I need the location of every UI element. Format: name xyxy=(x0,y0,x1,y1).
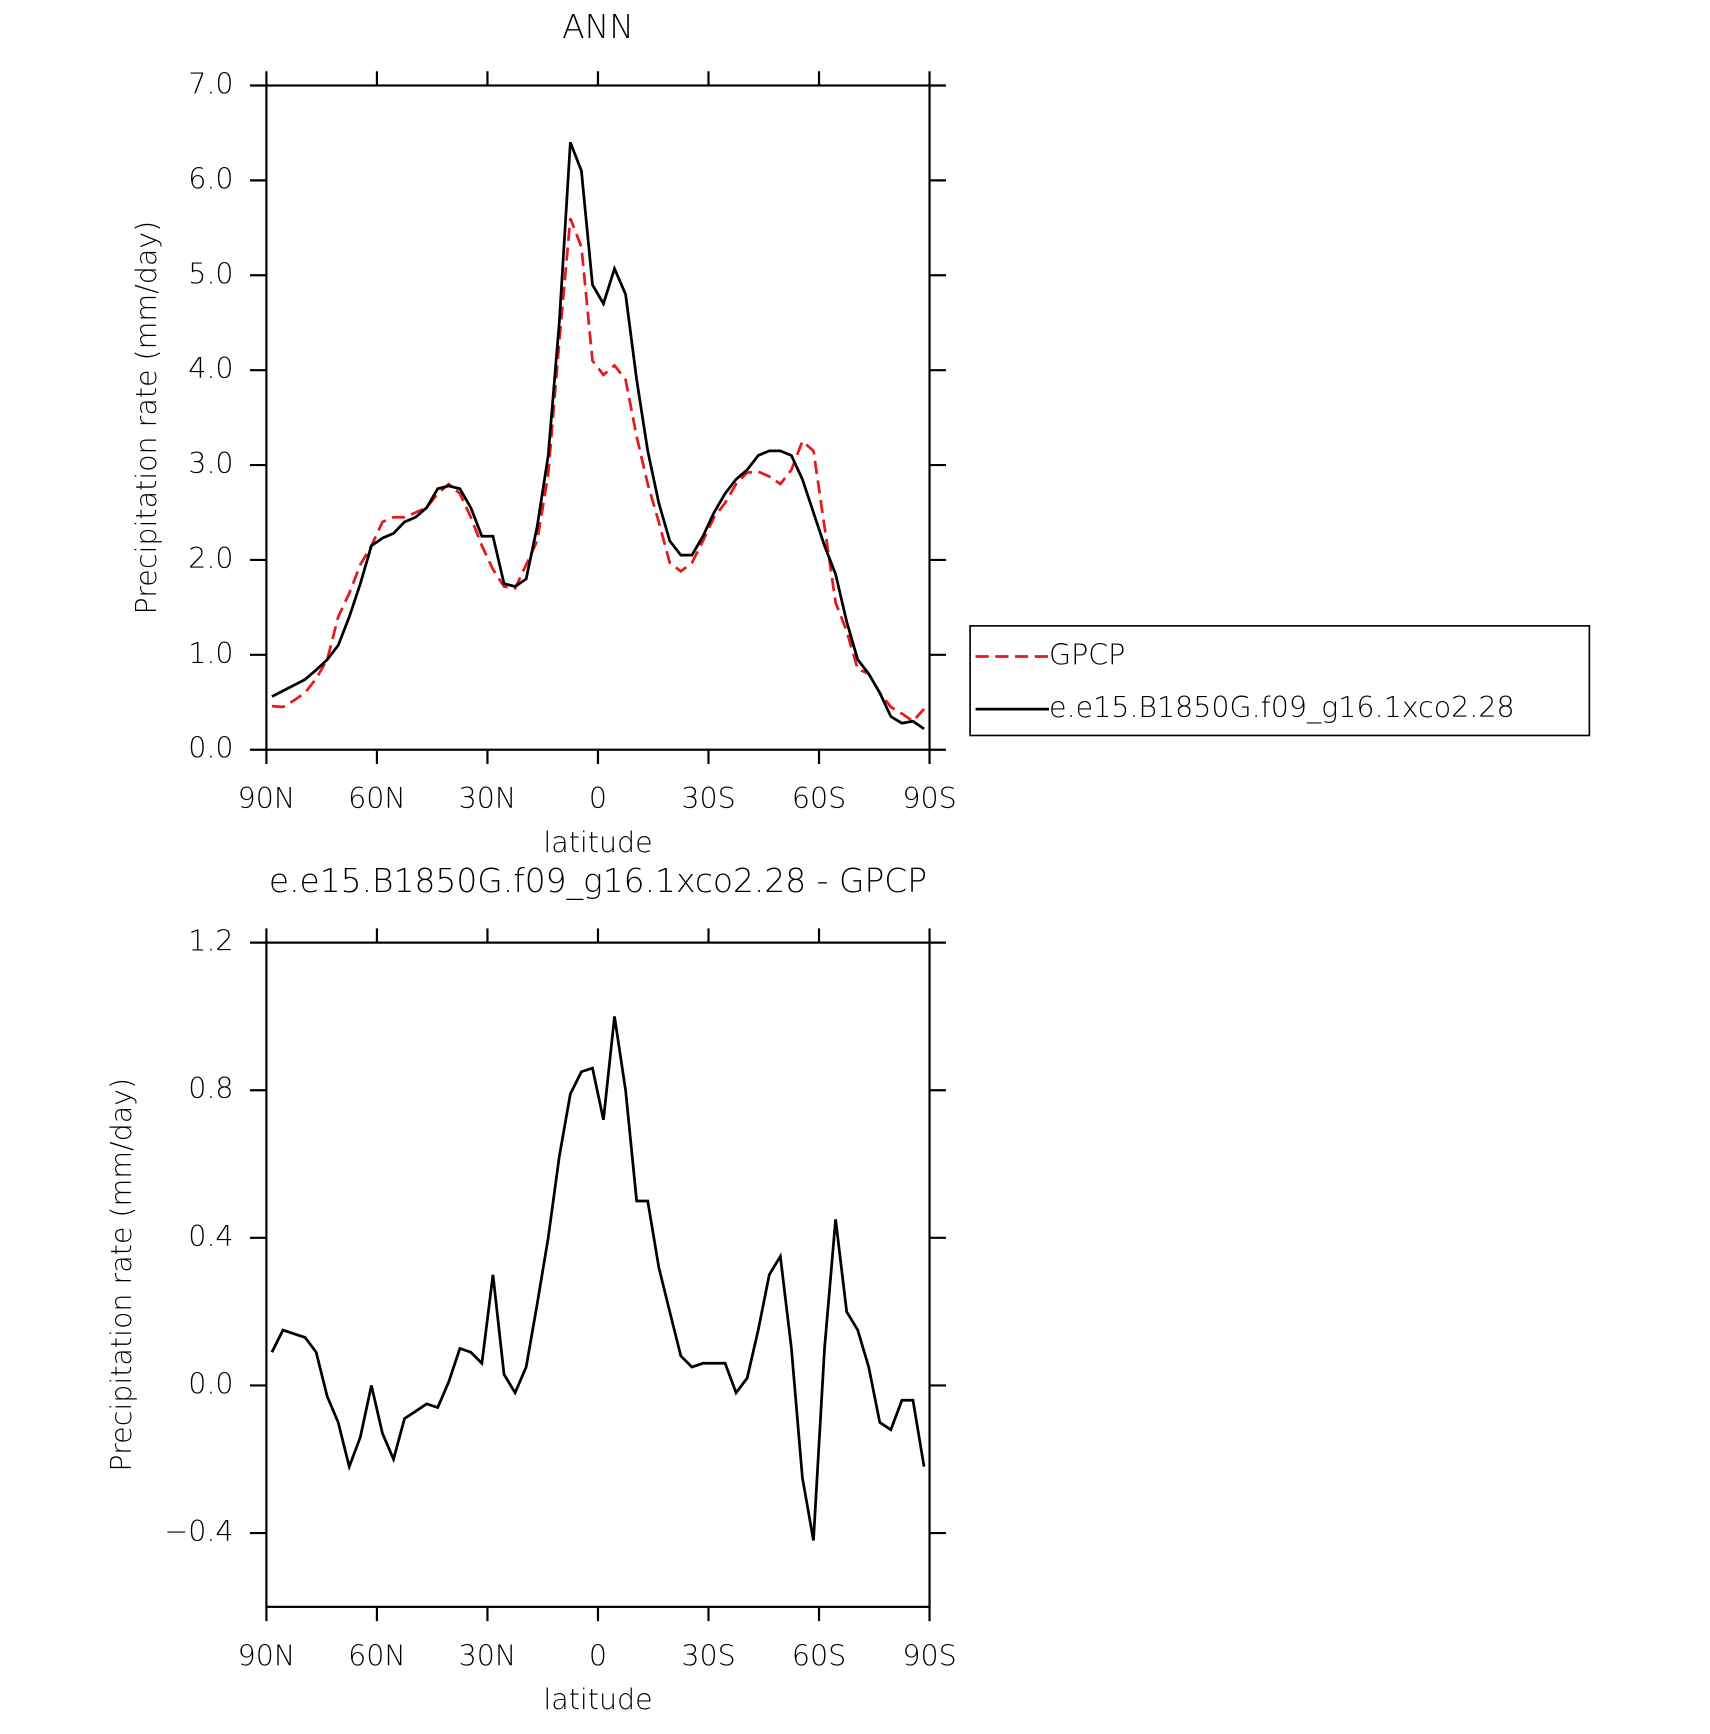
x-tick-label: 60S xyxy=(792,1639,846,1672)
x-tick-label: 30N xyxy=(459,1639,517,1672)
y-tick-label: 1.2 xyxy=(188,925,233,958)
x-tick-label: 60N xyxy=(348,1639,406,1672)
x-tick-label: 30N xyxy=(459,782,517,815)
plot-frame xyxy=(265,84,931,751)
y-tick-label: 0.4 xyxy=(188,1220,233,1253)
y-tick-label: 2.0 xyxy=(188,542,233,575)
x-tick-label: 0 xyxy=(589,1639,607,1672)
y-tick-label: 7.0 xyxy=(188,67,233,100)
legend-label: GPCP xyxy=(1049,639,1125,672)
x-axis-label: latitude xyxy=(543,826,652,859)
x-tick-label: 30S xyxy=(681,1639,735,1672)
x-tick-label: 90S xyxy=(902,782,956,815)
y-tick-label: 0.0 xyxy=(188,1367,233,1400)
data-line xyxy=(271,217,926,724)
y-tick-label: 6.0 xyxy=(188,162,233,195)
x-tick-label: 0 xyxy=(589,782,607,815)
x-tick-label: 90S xyxy=(902,1639,956,1672)
y-tick-label: 4.0 xyxy=(188,352,233,385)
x-tick-label: 60S xyxy=(792,782,846,815)
legend-label: e.e15.B1850G.f09_g16.1xco2.28 xyxy=(1049,691,1515,725)
y-tick-label: 0.8 xyxy=(188,1072,233,1105)
x-tick-label: 60N xyxy=(348,782,406,815)
chart-title: ANN xyxy=(562,7,634,46)
x-tick-label: 90N xyxy=(238,1639,296,1672)
y-tick-label: 0.0 xyxy=(188,732,233,765)
y-tick-label: −0.4 xyxy=(164,1515,233,1548)
x-tick-label: 90N xyxy=(238,782,296,815)
legend-box xyxy=(969,625,1591,737)
chart-title: e.e15.B1850G.f09_g16.1xco2.28 - GPCP xyxy=(269,861,927,901)
y-axis-label: Precipitation rate (mm/day) xyxy=(130,221,163,615)
data-line xyxy=(270,1016,926,1541)
data-line xyxy=(271,141,925,731)
y-tick-label: 3.0 xyxy=(188,447,233,480)
x-tick-label: 30S xyxy=(681,782,735,815)
x-axis-label: latitude xyxy=(543,1683,652,1716)
y-axis-label: Precipitation rate (mm/day) xyxy=(105,1078,138,1472)
y-tick-label: 1.0 xyxy=(188,637,233,670)
y-tick-label: 5.0 xyxy=(188,257,233,290)
